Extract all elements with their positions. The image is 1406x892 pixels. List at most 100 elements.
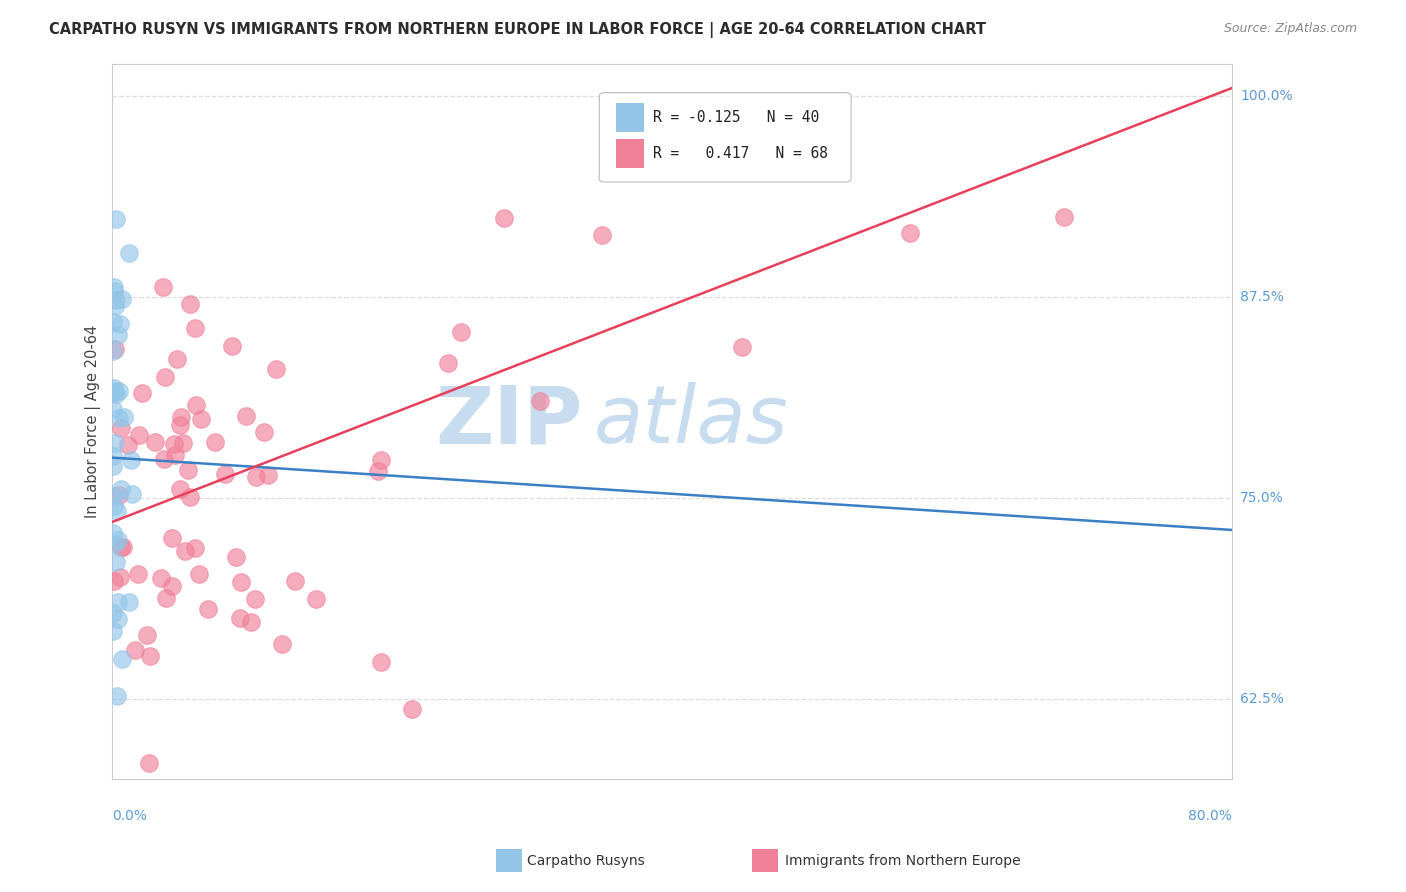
Point: [127, 566, 149, 581]
Point: [529, 393, 551, 408]
Point: [153, 452, 176, 467]
Point: [107, 504, 129, 518]
FancyBboxPatch shape: [599, 93, 851, 182]
Point: [184, 321, 207, 335]
Point: [898, 226, 921, 240]
Point: [179, 490, 201, 504]
Point: [150, 571, 173, 585]
Point: [177, 463, 200, 477]
Point: [104, 342, 127, 356]
Point: [107, 595, 129, 609]
Y-axis label: In Labor Force | Age 20-64: In Labor Force | Age 20-64: [86, 325, 101, 518]
Text: 75.0%: 75.0%: [1240, 491, 1284, 505]
Point: [450, 325, 472, 339]
Point: [103, 384, 125, 399]
Text: 0.0%: 0.0%: [112, 809, 148, 823]
Point: [128, 428, 150, 442]
Point: [110, 421, 132, 435]
Point: [104, 556, 127, 570]
Point: [221, 338, 243, 352]
Point: [103, 574, 125, 588]
Point: [143, 434, 166, 449]
Point: [104, 387, 127, 401]
Point: [107, 611, 129, 625]
Point: [118, 595, 141, 609]
Point: [112, 410, 135, 425]
Point: [256, 467, 278, 482]
Point: [101, 459, 124, 474]
Point: [437, 356, 460, 370]
Point: [105, 293, 128, 308]
Point: [253, 425, 276, 440]
Point: [112, 541, 135, 555]
Point: [152, 279, 174, 293]
Point: [131, 386, 153, 401]
Point: [245, 470, 267, 484]
Point: [110, 541, 132, 555]
Text: CARPATHO RUSYN VS IMMIGRANTS FROM NORTHERN EUROPE IN LABOR FORCE | AGE 20-64 COR: CARPATHO RUSYN VS IMMIGRANTS FROM NORTHE…: [49, 22, 986, 38]
Text: ZIP: ZIP: [436, 383, 582, 460]
Text: Carpatho Rusyns: Carpatho Rusyns: [527, 854, 645, 868]
FancyBboxPatch shape: [616, 139, 644, 168]
Point: [169, 418, 191, 433]
Point: [103, 489, 125, 503]
Point: [264, 362, 287, 376]
Point: [103, 381, 125, 395]
Point: [117, 438, 139, 452]
Point: [110, 482, 132, 496]
Point: [169, 482, 191, 496]
Point: [188, 567, 211, 582]
Point: [108, 411, 131, 425]
Point: [103, 284, 125, 298]
Point: [108, 384, 131, 398]
Point: [103, 280, 125, 294]
Point: [370, 655, 392, 669]
Point: [104, 435, 127, 450]
Point: [107, 328, 129, 343]
Point: [228, 611, 250, 625]
Text: Immigrants from Northern Europe: Immigrants from Northern Europe: [785, 854, 1021, 868]
FancyBboxPatch shape: [616, 103, 644, 132]
Point: [111, 651, 134, 665]
Point: [270, 636, 292, 650]
Point: [103, 402, 125, 417]
Point: [305, 592, 328, 607]
Point: [179, 297, 201, 311]
Point: [155, 591, 177, 605]
Point: [162, 579, 184, 593]
Point: [370, 453, 392, 467]
Point: [120, 453, 142, 467]
Point: [367, 464, 389, 478]
Point: [197, 602, 219, 616]
Point: [118, 245, 141, 260]
Point: [136, 628, 159, 642]
Point: [214, 467, 236, 482]
Point: [184, 541, 207, 555]
Point: [103, 500, 125, 514]
Point: [101, 624, 124, 639]
Text: 80.0%: 80.0%: [1188, 809, 1232, 823]
Text: R =   0.417   N = 68: R = 0.417 N = 68: [652, 146, 828, 161]
Point: [101, 525, 124, 540]
Point: [239, 615, 262, 629]
Point: [170, 409, 193, 424]
Point: [172, 436, 194, 450]
Point: [494, 211, 516, 225]
Point: [104, 211, 127, 226]
Point: [731, 340, 754, 354]
Point: [108, 569, 131, 583]
Point: [184, 398, 207, 412]
Text: R = -0.125   N = 40: R = -0.125 N = 40: [652, 111, 820, 125]
Point: [591, 227, 613, 242]
Point: [1053, 210, 1076, 224]
Point: [401, 702, 423, 716]
Point: [225, 549, 247, 564]
Text: 87.5%: 87.5%: [1240, 290, 1284, 304]
Point: [190, 412, 212, 426]
Point: [153, 369, 176, 384]
Point: [174, 544, 197, 558]
Point: [160, 531, 183, 545]
Point: [235, 409, 257, 424]
Point: [111, 293, 134, 307]
Point: [107, 488, 129, 502]
